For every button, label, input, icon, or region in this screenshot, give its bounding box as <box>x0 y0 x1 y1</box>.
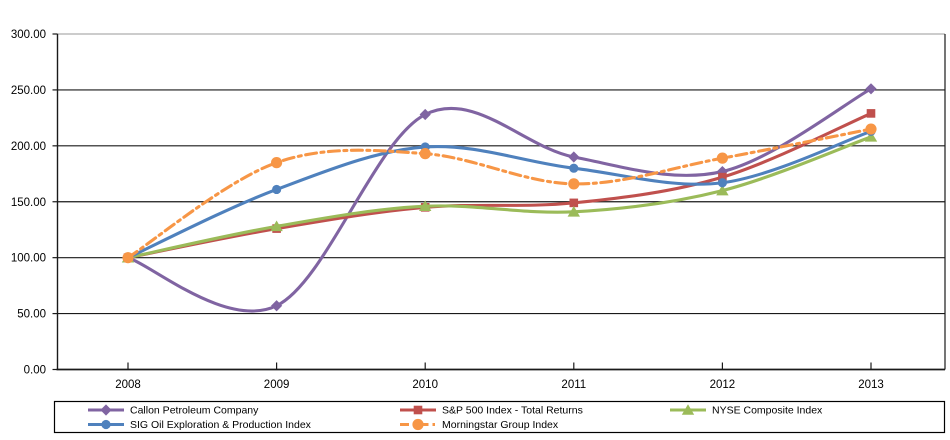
y-tick-label: 100.00 <box>11 253 46 265</box>
legend-border <box>53 400 946 434</box>
x-tick-label: 2008 <box>115 379 141 391</box>
legend-item-callon-petroleum-company: Callon Petroleum Company <box>88 404 259 417</box>
legend-label: SIG Oil Exploration & Production Index <box>130 419 312 431</box>
legend-item-sig-oil-exploration-production-index: SIG Oil Exploration & Production Index <box>88 419 312 431</box>
series-sig-oil-exploration-production-index <box>123 126 876 263</box>
legend-item-s-p-500-index-total-returns: S&P 500 Index - Total Returns <box>400 405 583 417</box>
y-tick-label: 150.00 <box>11 197 46 209</box>
gridlines <box>52 33 945 371</box>
series-callon-petroleum-company <box>122 83 877 313</box>
y-tick-label: 0.00 <box>24 365 46 377</box>
x-tick-label: 2011 <box>561 379 586 391</box>
series-s-p-500-index-total-returns <box>123 109 876 262</box>
legend-label: Morningstar Group Index <box>442 419 559 431</box>
x-tick-label: 2009 <box>264 379 290 391</box>
x-tick-label: 2012 <box>710 379 736 391</box>
legend-item-nyse-composite-index: NYSE Composite Index <box>670 404 823 417</box>
y-tick-label: 50.00 <box>17 309 46 321</box>
x-tick-label: 2013 <box>858 379 884 391</box>
y-axis-labels: 0.00 50.00 100.00 150.00 200.00 250.00 300.00 <box>11 29 46 377</box>
legend-label: NYSE Composite Index <box>712 405 823 417</box>
x-axis-labels: 2008 2009 2010 2011 2012 2013 <box>115 379 884 391</box>
legend-item-morningstar-group-index: Morningstar Group Index <box>400 418 559 431</box>
legend-label: Callon Petroleum Company <box>130 405 259 417</box>
series-morningstar-group-index <box>122 123 877 264</box>
axes <box>56 34 946 371</box>
chart-legend: Callon Petroleum Company S&P 500 Index - … <box>53 400 946 434</box>
y-tick-label: 250.00 <box>11 85 46 97</box>
y-tick-label: 300.00 <box>11 29 46 41</box>
y-tick-label: 200.00 <box>11 141 46 153</box>
legend-label: S&P 500 Index - Total Returns <box>442 405 583 417</box>
x-tick-label: 2010 <box>412 379 438 391</box>
